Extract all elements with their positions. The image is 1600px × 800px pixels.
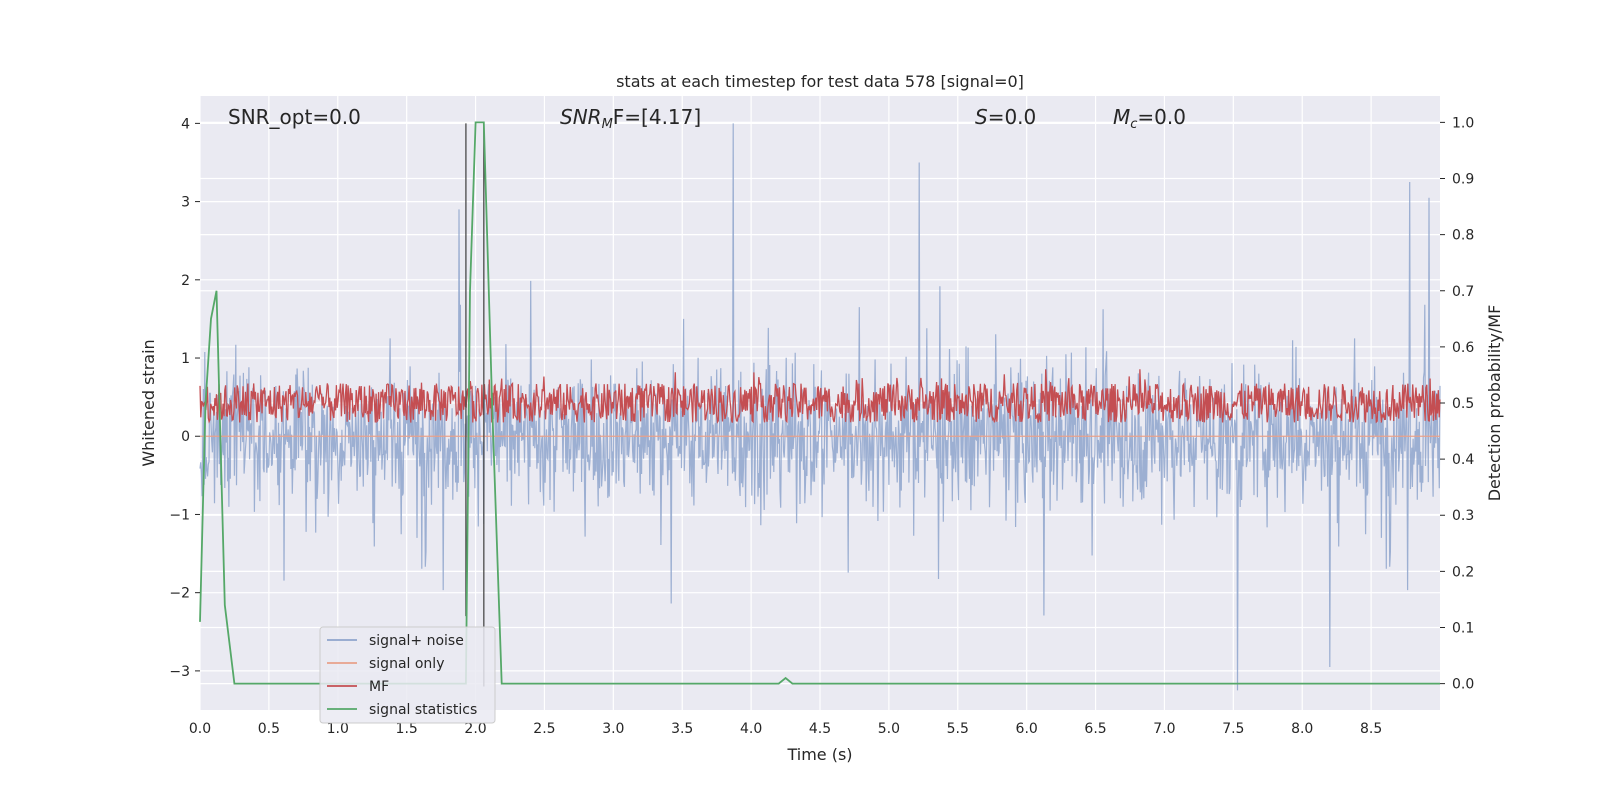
y-tick-label: 1 bbox=[181, 351, 190, 367]
y2-tick-label: 0.2 bbox=[1452, 564, 1474, 580]
s-annotation: S=0.0 bbox=[975, 105, 1036, 129]
y2-axis-ticks: 0.0 0.1 0.2 0.3 0.4 0.5 0.6 0.7 0.8 0.9 1.0 bbox=[1440, 115, 1474, 693]
x-axis-label: Time (s) bbox=[786, 745, 852, 764]
y-tick-label: 2 bbox=[181, 273, 190, 289]
y-tick-label: 3 bbox=[181, 195, 190, 211]
x-tick-label: 0.5 bbox=[258, 721, 280, 737]
x-tick-label: 8.5 bbox=[1360, 721, 1382, 737]
x-tick-label: 7.5 bbox=[1222, 721, 1244, 737]
s-symbol: S bbox=[975, 105, 988, 129]
y2-tick-label: 0.3 bbox=[1452, 508, 1474, 524]
y-tick-label: −1 bbox=[169, 507, 190, 523]
snr-opt-annotation: SNR_opt=0.0 bbox=[228, 105, 361, 129]
x-tick-label: 5.5 bbox=[947, 721, 969, 737]
mc-symbol: M bbox=[1113, 105, 1130, 129]
s-value: =0.0 bbox=[988, 105, 1037, 129]
legend-label-mf: MF bbox=[369, 679, 389, 695]
y2-axis-label: Detection probability/MF bbox=[1485, 305, 1504, 502]
x-axis-ticks: 0.0 0.5 1.0 1.5 2.0 2.5 3.0 3.5 4.0 4.5 5.0 5.5 6.0 6… bbox=[189, 721, 1382, 737]
x-tick-label: 6.0 bbox=[1016, 721, 1038, 737]
y2-tick-label: 0.8 bbox=[1452, 228, 1474, 244]
series-signal-noise bbox=[199, 123, 1441, 691]
x-tick-label: 1.5 bbox=[396, 721, 418, 737]
y2-tick-label: 0.4 bbox=[1452, 452, 1474, 468]
legend-label-stats: signal statistics bbox=[369, 702, 477, 718]
y-tick-label: −2 bbox=[169, 586, 190, 602]
vertical-markers bbox=[465, 123, 485, 687]
y2-tick-label: 0.9 bbox=[1452, 172, 1474, 188]
x-tick-label: 5.0 bbox=[878, 721, 900, 737]
snr-mf-main: SNR bbox=[560, 105, 602, 129]
x-tick-label: 7.0 bbox=[1153, 721, 1175, 737]
y2-tick-label: 0.6 bbox=[1452, 340, 1474, 356]
legend-label-noise: signal+ noise bbox=[369, 633, 464, 649]
x-tick-label: 0.0 bbox=[189, 721, 211, 737]
x-tick-label: 6.5 bbox=[1084, 721, 1106, 737]
y2-tick-label: 1.0 bbox=[1452, 115, 1474, 131]
y-tick-label: 4 bbox=[181, 116, 190, 132]
legend-box bbox=[319, 626, 496, 724]
series-mf bbox=[199, 369, 1441, 424]
y-axis-label: Whitened strain bbox=[139, 339, 158, 466]
y2-tick-label: 0.0 bbox=[1452, 677, 1474, 693]
mf-line bbox=[199, 369, 1441, 424]
x-tick-label: 2.0 bbox=[464, 721, 486, 737]
legend: signal+ noise signal only MF signal stat… bbox=[319, 626, 496, 724]
mc-value: =0.0 bbox=[1137, 105, 1186, 129]
y2-tick-label: 0.5 bbox=[1452, 396, 1474, 412]
snr-mf-annotation: SNRMF=[4.17] bbox=[560, 105, 701, 132]
legend-label-signal: signal only bbox=[369, 656, 444, 672]
y-tick-label: 0 bbox=[181, 429, 190, 445]
mc-annotation: Mc=0.0 bbox=[1113, 105, 1186, 132]
y2-tick-label: 0.7 bbox=[1452, 284, 1474, 300]
x-tick-label: 2.5 bbox=[533, 721, 555, 737]
x-tick-label: 4.0 bbox=[740, 721, 762, 737]
x-tick-label: 8.0 bbox=[1291, 721, 1313, 737]
y-axis-ticks: −3 −2 −1 0 1 2 3 4 bbox=[169, 116, 200, 680]
x-tick-label: 4.5 bbox=[809, 721, 831, 737]
snr-mf-sub: M bbox=[602, 117, 613, 132]
signal-noise-line bbox=[199, 123, 1441, 691]
signal-statistics-line bbox=[199, 121, 1440, 685]
x-tick-label: 3.5 bbox=[671, 721, 693, 737]
x-tick-label: 1.0 bbox=[327, 721, 349, 737]
chart-title: stats at each timestep for test data 578… bbox=[616, 72, 1024, 91]
series-signal-statistics bbox=[199, 121, 1440, 685]
mc-sub: c bbox=[1130, 117, 1137, 132]
snr-mf-rest: F=[4.17] bbox=[613, 105, 701, 129]
y2-tick-label: 0.1 bbox=[1452, 620, 1474, 636]
y-tick-label: −3 bbox=[169, 664, 190, 680]
x-tick-label: 3.0 bbox=[602, 721, 624, 737]
